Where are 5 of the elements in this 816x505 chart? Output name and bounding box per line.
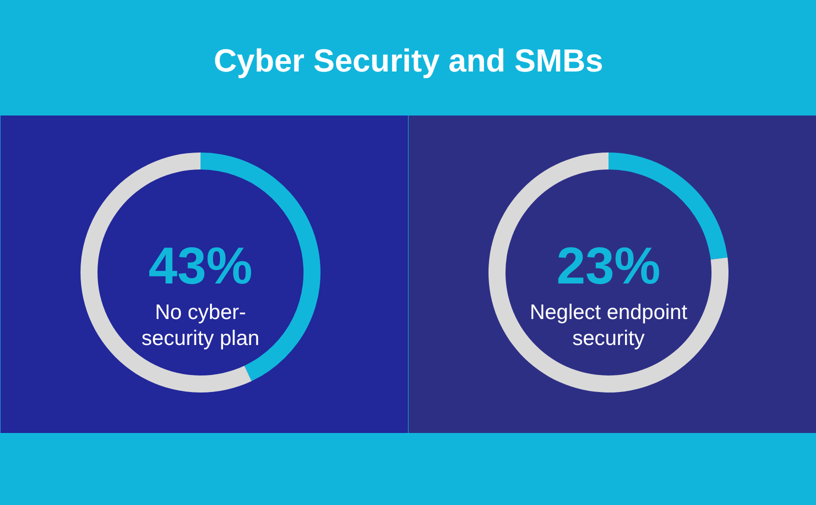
data-label: 43% — [148, 238, 253, 296]
slice-label: Neglect endpoint security — [530, 301, 688, 350]
data-label: 23% — [556, 238, 661, 296]
slice-label: No cyber-security plan — [142, 301, 260, 350]
text: Cyber Security and SMBs — [214, 42, 604, 78]
